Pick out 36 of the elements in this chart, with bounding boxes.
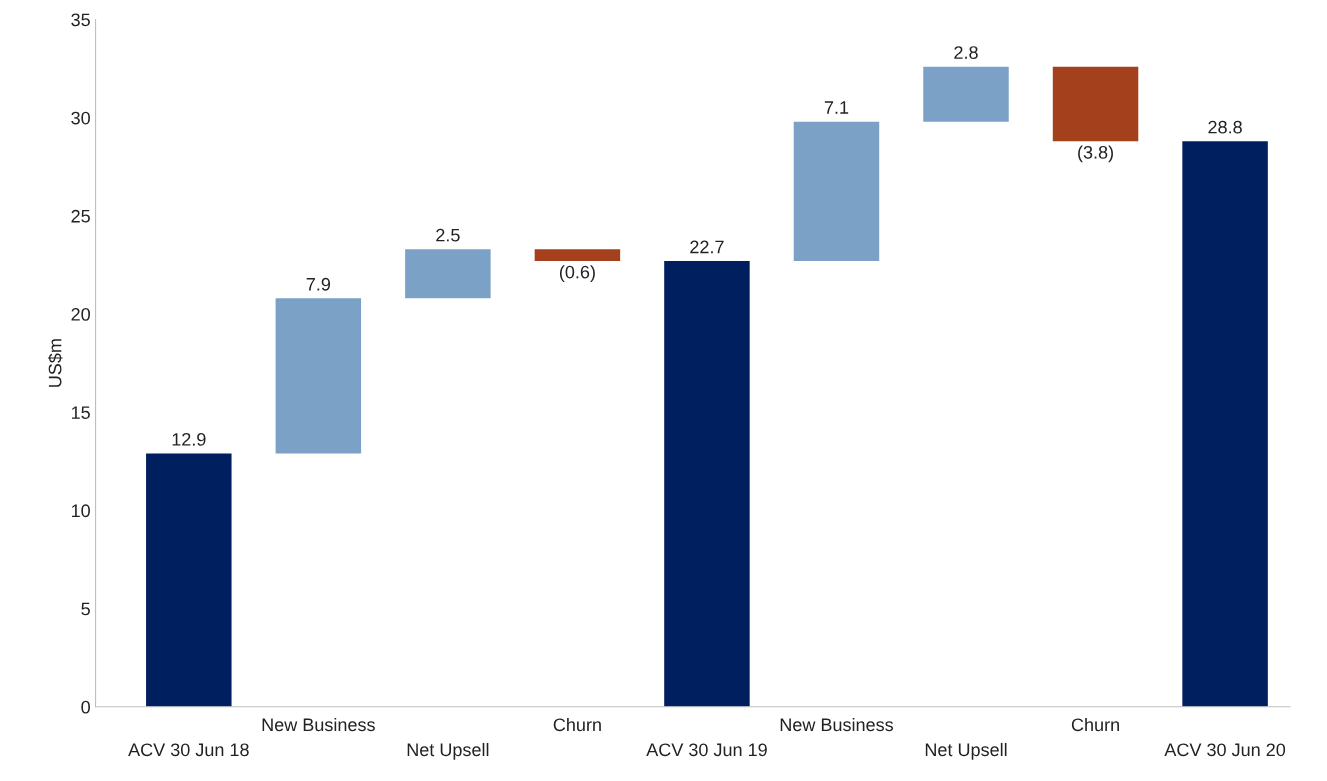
- x-tick-label: ACV 30 Jun 18: [128, 743, 249, 757]
- y-tick-label: 5: [81, 602, 90, 616]
- x-tick-label: Churn: [553, 717, 601, 732]
- data-label: 22.7: [690, 240, 724, 254]
- x-tick-label: Net Upsell: [925, 742, 1007, 760]
- data-label: 7.9: [306, 277, 331, 291]
- bar: [275, 298, 362, 454]
- data-label: (0.6): [559, 265, 595, 283]
- y-tick-label: 20: [71, 308, 90, 321]
- bar: [146, 453, 232, 707]
- data-label: 2.8: [954, 46, 978, 59]
- x-tick-label: New Business: [780, 717, 894, 732]
- bar: [1182, 141, 1268, 707]
- y-tick-label: 10: [71, 504, 90, 518]
- data-label: (3.8): [1078, 145, 1113, 163]
- data-label: 7.1: [824, 101, 849, 114]
- y-tick-label: 0: [81, 700, 90, 714]
- bar: [664, 261, 750, 707]
- y-tick-label: 25: [71, 209, 90, 223]
- data-label: 28.8: [1208, 120, 1242, 134]
- bar: [1052, 66, 1139, 142]
- y-tick-label: 30: [71, 111, 90, 125]
- x-tick-label: New Business: [262, 717, 375, 732]
- x-tick-label: ACV 30 Jun 20: [1164, 743, 1286, 757]
- y-axis-title: US$m: [47, 339, 63, 387]
- bar: [405, 249, 491, 299]
- data-label: 12.9: [172, 432, 206, 446]
- x-tick-label: ACV 30 Jun 19: [646, 743, 767, 757]
- y-tick-label: 35: [71, 13, 90, 27]
- y-tick-label: 15: [71, 406, 90, 419]
- bar: [534, 249, 621, 262]
- x-tick-label: Churn: [1071, 717, 1119, 732]
- bar: [923, 66, 1009, 122]
- x-tick-label: Net Upsell: [407, 742, 489, 760]
- data-label: 2.5: [436, 228, 460, 242]
- bar: [793, 121, 880, 262]
